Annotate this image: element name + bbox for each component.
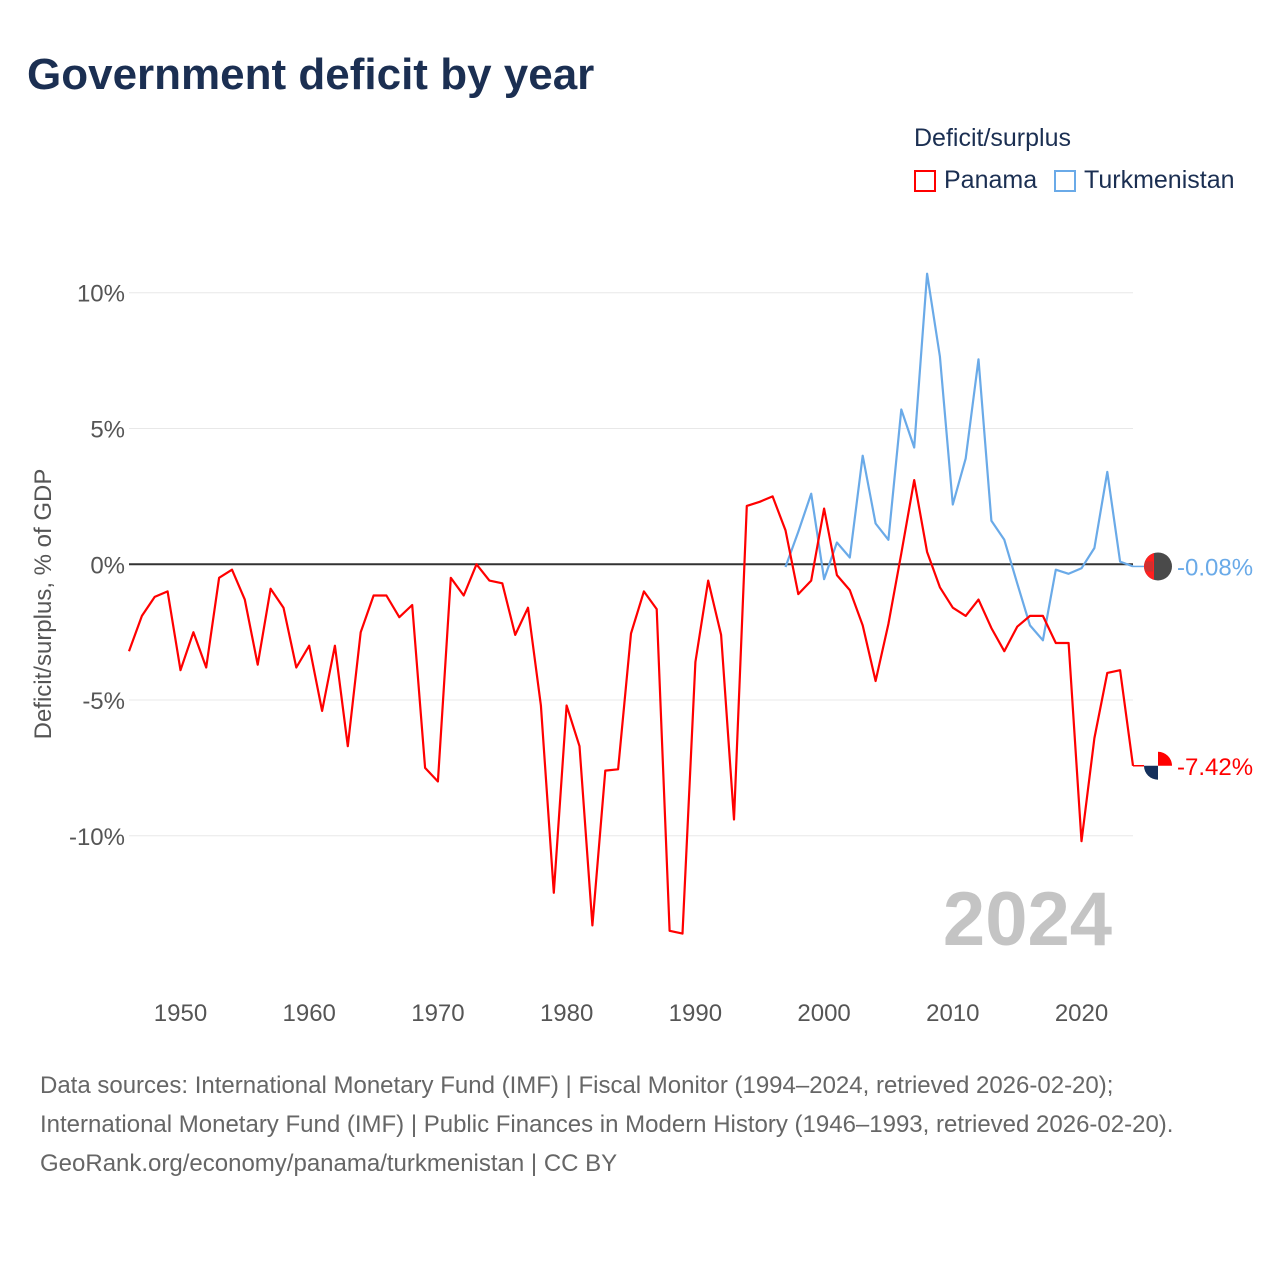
flag-blue-quarter — [1144, 765, 1158, 780]
legend-item-turkmenistan[interactable]: Turkmenistan — [1054, 166, 1235, 195]
x-tick-label: 1990 — [669, 1000, 722, 1027]
end-value-label: -7.42% — [1177, 754, 1253, 781]
series-line-turkmenistan — [784, 272, 1134, 642]
x-tick-label: 1950 — [154, 1000, 207, 1027]
legend-swatch-turkmenistan — [1054, 169, 1076, 192]
y-tick-label: 5% — [90, 417, 125, 444]
legend-item-panama[interactable]: Panama — [914, 166, 1037, 195]
y-tick-label: -10% — [69, 824, 125, 851]
panama-flag-icon — [1144, 751, 1172, 780]
y-axis-label: Deficit/surplus, % of GDP — [30, 469, 57, 740]
flag-red-quarter — [1158, 751, 1172, 766]
legend-swatch-panama — [914, 169, 936, 192]
series-line-panama — [127, 479, 1135, 935]
page-title: Government deficit by year — [27, 50, 595, 99]
x-tick-label: 2010 — [926, 1000, 979, 1027]
sources-note: Data sources: International Monetary Fun… — [40, 1066, 1240, 1183]
sources-line-3[interactable]: GeoRank.org/economy/panama/turkmenistan … — [40, 1150, 618, 1177]
year-watermark: 2024 — [943, 877, 1112, 962]
end-value-label: -0.08% — [1177, 554, 1253, 581]
flag-stripe — [1145, 561, 1153, 572]
x-tick-label: 1980 — [540, 1000, 593, 1027]
y-tick-label: 0% — [90, 552, 125, 579]
x-tick-label: 2000 — [797, 1000, 850, 1027]
x-tick-label: 1970 — [411, 1000, 464, 1027]
sources-line-2: International Monetary Fund (IMF) | Publ… — [40, 1111, 1174, 1138]
y-tick-label: 10% — [77, 281, 125, 308]
legend-label: Turkmenistan — [1084, 166, 1235, 194]
line-chart: 10% 5% 0% -5% -10% 1950 1960 1970 1980 1990 2000 20… — [30, 272, 1253, 1027]
turkmenistan-flag-icon — [1144, 552, 1172, 581]
x-tick-label: 2020 — [1055, 1000, 1108, 1027]
y-tick-label: -5% — [82, 688, 125, 715]
legend-label: Panama — [944, 166, 1038, 194]
legend-title: Deficit/surplus — [914, 124, 1071, 152]
x-tick-label: 1960 — [283, 1000, 336, 1027]
sources-line-1: Data sources: International Monetary Fun… — [40, 1072, 1114, 1099]
